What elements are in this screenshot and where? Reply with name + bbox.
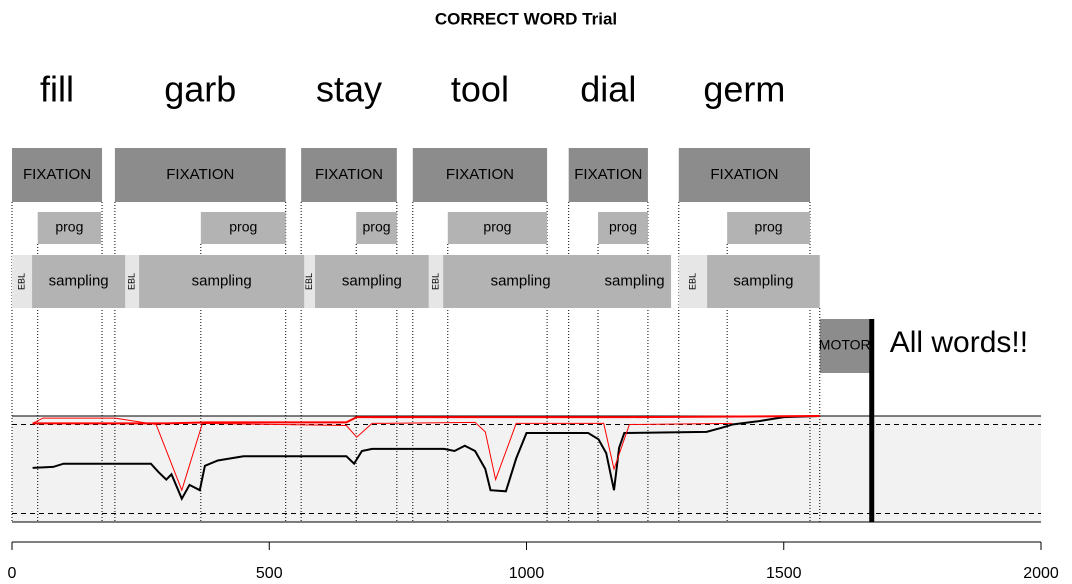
word-label: tool [451,69,509,110]
word-label: fill [40,69,74,110]
prog-box [727,212,810,244]
activation-line [32,415,820,501]
ebl-box-label: EBL [16,273,26,290]
fixation-box-label: FIXATION [446,166,514,183]
word-label: garb [164,69,236,110]
motor-label: MOTOR [819,337,871,353]
fixation-box [114,148,286,202]
sampling-box-label: sampling [49,272,109,289]
x-tick-label: 1000 [509,565,545,582]
word-label: stay [316,69,382,110]
ebl-box [125,255,140,308]
ebl-box [678,255,708,308]
ebl-box [304,255,316,308]
fixation-box-label: FIXATION [166,166,234,183]
x-tick-label: 0 [8,565,17,582]
ebl-box [428,255,444,308]
prog-box [598,212,648,244]
motor-box [819,319,870,373]
plot-band [12,416,1041,522]
fixation-box [568,148,648,202]
prog-box [447,212,548,244]
word-label: dial [580,69,636,110]
sampling-box-label: sampling [733,272,793,289]
sampling-box-label: sampling [342,272,402,289]
ebl-box-label: EBL [430,273,440,290]
word-label: germ [703,69,785,110]
activation-line [32,415,820,425]
x-tick-label: 500 [256,565,283,582]
sampling-box-label: sampling [491,272,551,289]
sampling-box [443,255,599,308]
ebl-box [12,255,33,308]
fixation-box-label: FIXATION [574,166,642,183]
activation-line [32,417,733,492]
sampling-box [139,255,305,308]
x-tick-label: 1500 [766,565,802,582]
ebl-box-label: EBL [127,273,137,290]
sampling-box [315,255,429,308]
prog-box [200,212,286,244]
fixation-box [678,148,810,202]
prog-box [356,212,397,244]
fixation-box-label: FIXATION [710,166,778,183]
sampling-box [707,255,820,308]
fixation-box-label: FIXATION [315,166,383,183]
ebl-box-label: EBL [304,273,314,290]
sampling-box [598,255,672,308]
fixation-box [12,148,103,202]
response-label: All words!! [890,326,1028,359]
sampling-box-label: sampling [192,272,252,289]
prog-box-label: prog [609,219,637,235]
fixation-box [301,148,397,202]
prog-box-label: prog [363,219,391,235]
ebl-box-label: EBL [687,273,697,290]
x-tick-label: 2000 [1023,565,1059,582]
prog-box-label: prog [755,219,783,235]
prog-box-label: prog [483,219,511,235]
sampling-box [32,255,126,308]
sampling-box-label: sampling [605,272,665,289]
prog-box-label: prog [55,219,83,235]
prog-box-label: prog [229,219,257,235]
fixation-box-label: FIXATION [23,166,91,183]
fixation-box [412,148,548,202]
prog-box [37,212,102,244]
chart-title: CORRECT WORD Trial [435,9,617,28]
